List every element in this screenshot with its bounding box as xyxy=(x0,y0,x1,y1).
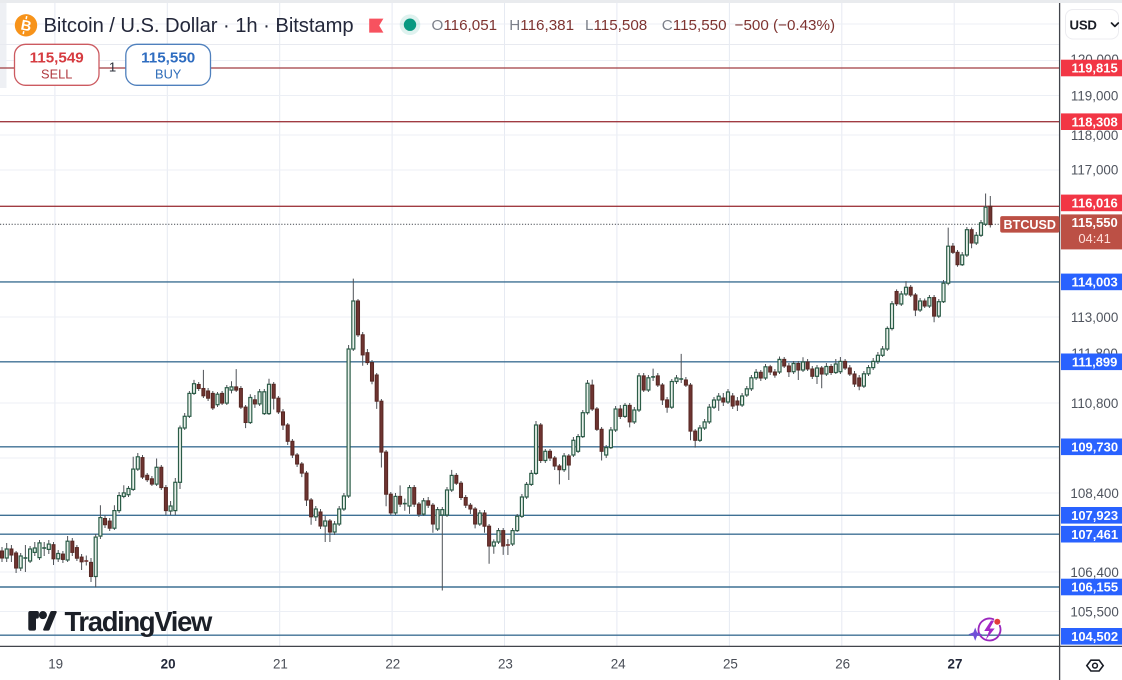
svg-text:Bitcoin / U.S. Dollar · 1h · B: Bitcoin / U.S. Dollar · 1h · Bitstamp xyxy=(44,15,354,37)
svg-text:119,815: 119,815 xyxy=(1071,61,1117,76)
svg-text:105,500: 105,500 xyxy=(1070,604,1118,619)
svg-text:04:41: 04:41 xyxy=(1078,231,1111,246)
svg-text:109,730: 109,730 xyxy=(1071,439,1118,454)
svg-text:115,549: 115,549 xyxy=(30,49,84,66)
svg-text:25: 25 xyxy=(723,656,738,671)
svg-text:106,400: 106,400 xyxy=(1070,565,1118,580)
svg-text:113,000: 113,000 xyxy=(1071,310,1118,325)
svg-text:119,000: 119,000 xyxy=(1071,88,1118,103)
svg-text:118,000: 118,000 xyxy=(1071,128,1118,143)
svg-text:114,003: 114,003 xyxy=(1071,275,1117,290)
svg-text:111,899: 111,899 xyxy=(1072,354,1118,369)
svg-text:118,308: 118,308 xyxy=(1071,114,1117,129)
svg-text:O116,051: O116,051 xyxy=(432,17,498,34)
svg-text:27: 27 xyxy=(948,656,963,671)
svg-text:107,461: 107,461 xyxy=(1071,527,1118,542)
svg-text:B: B xyxy=(19,18,32,36)
svg-text:107,923: 107,923 xyxy=(1071,508,1118,523)
svg-text:19: 19 xyxy=(48,656,63,671)
svg-text:104,502: 104,502 xyxy=(1071,629,1118,644)
svg-text:115,550: 115,550 xyxy=(1071,215,1117,230)
svg-text:−500 (−0.43%): −500 (−0.43%) xyxy=(735,17,835,34)
svg-text:22: 22 xyxy=(385,656,400,671)
svg-text:L115,508: L115,508 xyxy=(585,17,647,34)
svg-text:26: 26 xyxy=(835,656,850,671)
svg-text:SELL: SELL xyxy=(41,67,72,82)
svg-text:115,550: 115,550 xyxy=(141,49,195,66)
svg-text:1: 1 xyxy=(109,60,116,75)
svg-text:110,800: 110,800 xyxy=(1071,396,1118,411)
svg-text:24: 24 xyxy=(611,656,626,671)
svg-text:23: 23 xyxy=(498,656,513,671)
svg-text:TradingView: TradingView xyxy=(65,606,214,637)
svg-text:C115,550: C115,550 xyxy=(662,17,727,34)
svg-text:H116,381: H116,381 xyxy=(509,17,574,34)
svg-text:BTCUSD: BTCUSD xyxy=(1004,218,1056,232)
svg-text:20: 20 xyxy=(161,656,176,671)
svg-text:108,400: 108,400 xyxy=(1070,486,1118,501)
svg-text:116,016: 116,016 xyxy=(1071,196,1117,211)
svg-text:USD: USD xyxy=(1070,17,1097,32)
svg-text:21: 21 xyxy=(273,656,288,671)
svg-text:106,155: 106,155 xyxy=(1071,580,1118,595)
svg-text:BUY: BUY xyxy=(155,67,182,82)
svg-text:117,000: 117,000 xyxy=(1071,162,1118,177)
